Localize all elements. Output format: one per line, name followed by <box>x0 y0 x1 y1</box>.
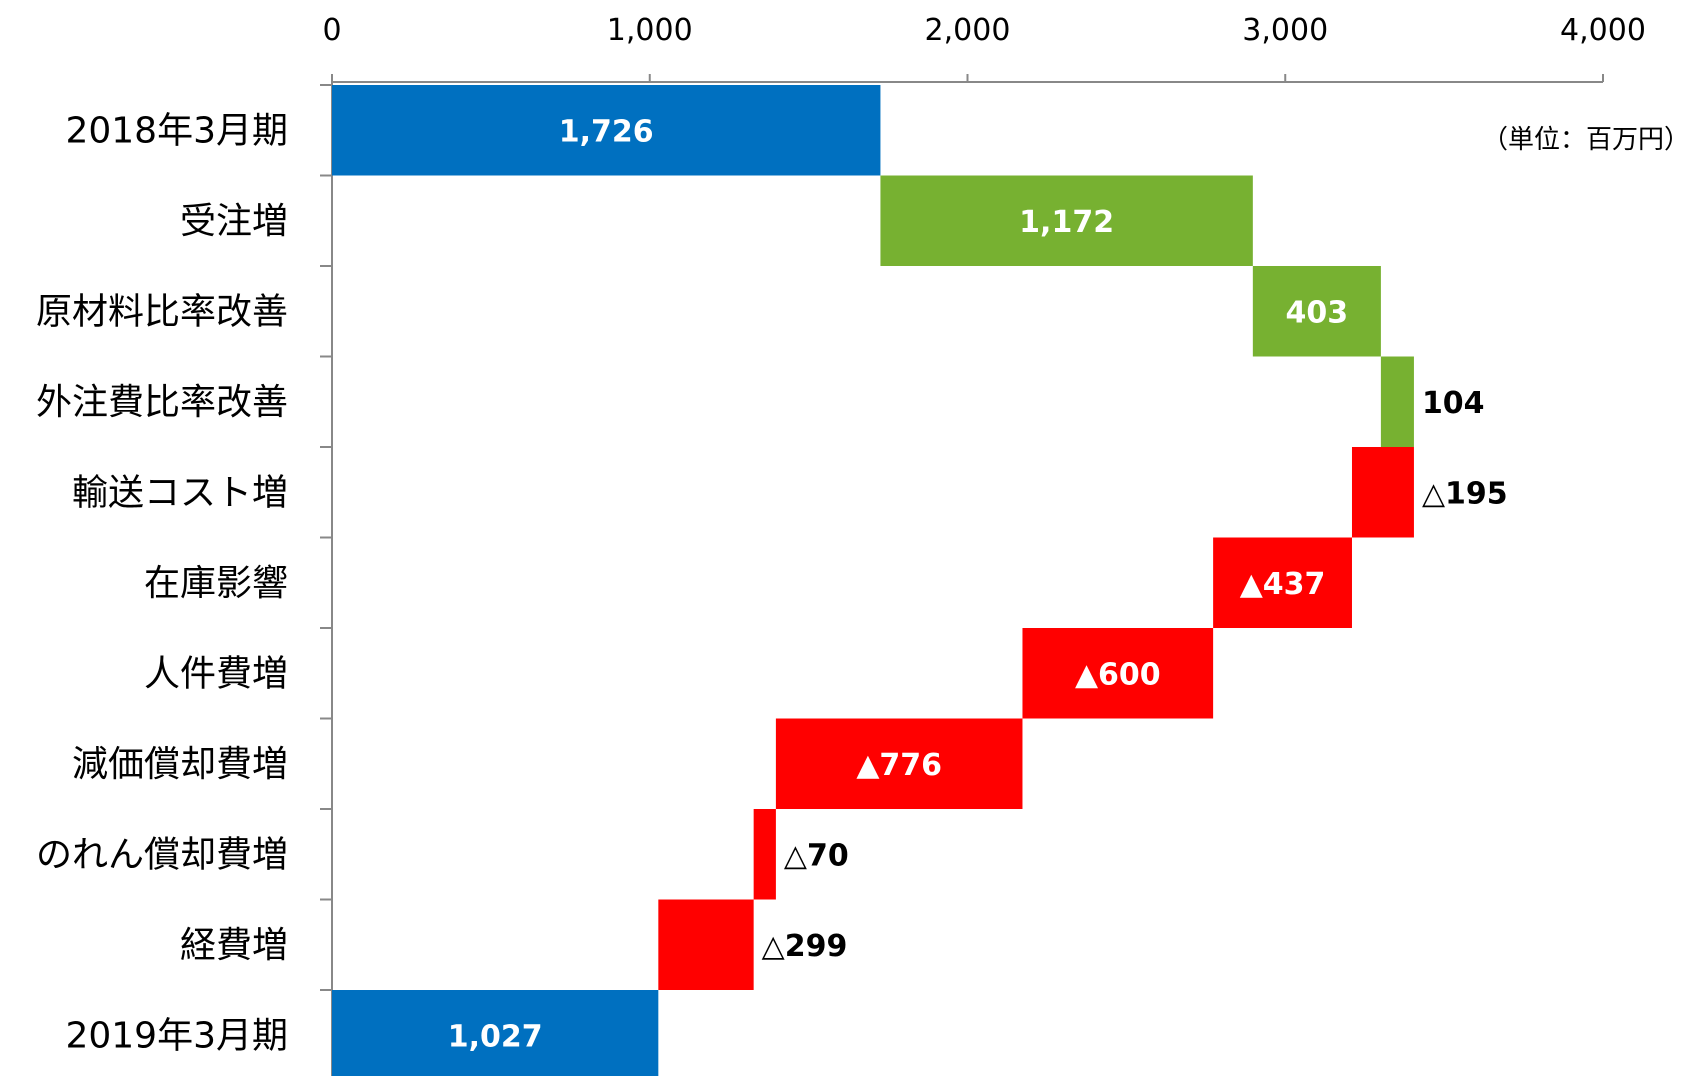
data-label: 1,027 <box>448 1019 543 1054</box>
category-labels: 2018年3月期受注増原材料比率改善外注費比率改善輸送コスト増在庫影響人件費増減… <box>36 110 288 1056</box>
data-label: △195 <box>1422 476 1508 511</box>
category-label: 減価償却費増 <box>72 744 288 785</box>
data-label: △299 <box>762 929 848 964</box>
data-label: △70 <box>784 838 849 873</box>
bar-decrease <box>658 899 754 990</box>
bars <box>332 85 1414 1076</box>
category-label: 2018年3月期 <box>65 110 288 151</box>
bar-total <box>332 85 881 176</box>
x-axis: 0 1,000 2,000 3,000 4,000 <box>320 13 1646 1076</box>
category-label: 原材料比率改善 <box>36 291 288 332</box>
bar-decrease <box>753 809 776 900</box>
bar-increase <box>1252 266 1381 357</box>
bar-decrease <box>1022 628 1214 719</box>
data-label: 104 <box>1422 386 1485 421</box>
bar-total <box>332 990 659 1076</box>
x-tick-label: 2,000 <box>925 13 1011 48</box>
unit-note: （単位：百万円） <box>1482 125 1690 155</box>
category-label: 人件費増 <box>144 653 288 694</box>
data-label: ▲776 <box>856 748 942 783</box>
x-tick-label: 0 <box>322 13 341 48</box>
data-labels: 1,726 1,172 403 104 △195 ▲437 ▲600 ▲776 △70 △299 1… <box>448 114 1508 1054</box>
category-label: 外注費比率改善 <box>36 382 288 423</box>
x-tick-label: 3,000 <box>1242 13 1328 48</box>
bar-decrease <box>775 718 1023 809</box>
category-label: 2019年3月期 <box>65 1015 288 1056</box>
data-label: 1,726 <box>559 114 654 149</box>
category-label: 受注増 <box>180 201 288 242</box>
x-tick-label: 1,000 <box>607 13 693 48</box>
bar-decrease <box>1213 537 1352 628</box>
data-label: ▲600 <box>1075 657 1161 692</box>
data-label: 1,172 <box>1019 205 1114 240</box>
bar-increase <box>880 175 1253 266</box>
data-label: 403 <box>1286 295 1349 330</box>
category-label: のれん償却費増 <box>36 834 288 875</box>
bar-increase <box>1380 356 1414 447</box>
x-tick-label: 4,000 <box>1560 13 1646 48</box>
bar-decrease <box>1351 447 1414 538</box>
category-label: 経費増 <box>180 925 288 966</box>
data-label: ▲437 <box>1240 567 1326 602</box>
category-label: 在庫影響 <box>144 563 288 604</box>
category-label: 輸送コスト増 <box>72 472 288 513</box>
